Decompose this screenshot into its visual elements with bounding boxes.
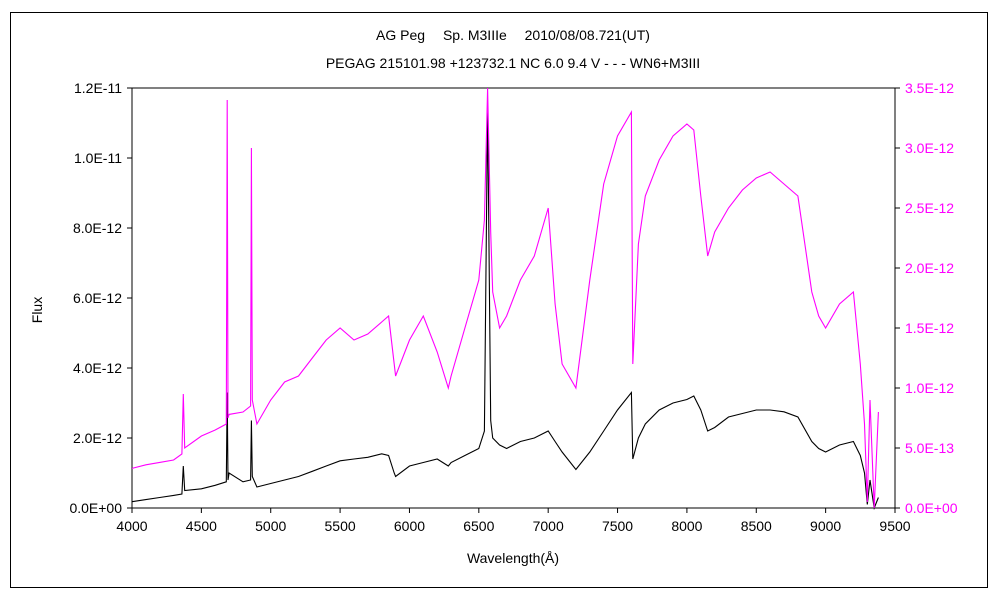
x-tick-label: 6000: [394, 518, 425, 534]
y2-tick-label: 2.0E-12: [905, 260, 954, 276]
y2-tick-label: 1.0E-12: [905, 380, 954, 396]
x-tick-label: 5500: [325, 518, 356, 534]
y2-tick-label: 3.5E-12: [905, 80, 954, 96]
y-tick-label: 1.0E-11: [74, 150, 122, 166]
x-tick-label: 6500: [463, 518, 494, 534]
series-line-left: [131, 105, 879, 511]
series-layer: [131, 87, 879, 511]
chart-subtitle: PEGAG 215101.98 +123732.1 NC 6.0 9.4 V -…: [326, 55, 700, 71]
y2-tick-label: 2.5E-12: [905, 200, 954, 216]
y-tick-label: 6.0E-12: [73, 290, 122, 306]
y2-tick-label: 5.0E-13: [905, 440, 954, 456]
x-tick-label: 8500: [741, 518, 772, 534]
x-tick-label: 4500: [186, 518, 217, 534]
x-tick-label: 9000: [810, 518, 841, 534]
x-tick-label: 5000: [255, 518, 286, 534]
x-tick-label: 8000: [671, 518, 702, 534]
ticks-layer: 4000 4500 5000 5500 6000 6500 7000 7500 8000 8500…: [69, 80, 957, 534]
y-tick-label: 0.0E+00: [69, 500, 122, 516]
x-axis-label: Wavelength(Å): [467, 550, 559, 566]
y2-tick-label: 3.0E-12: [905, 140, 954, 156]
y-tick-label: 2.0E-12: [73, 430, 122, 446]
y2-tick-label: 0.0E+00: [905, 500, 958, 516]
chart-frame: [10, 12, 988, 588]
x-tick-label: 7500: [602, 518, 633, 534]
y-tick-label: 8.0E-12: [73, 220, 122, 236]
y2-tick-label: 1.5E-12: [905, 320, 954, 336]
y-axis-label: Flux: [29, 297, 45, 323]
x-tick-label: 9500: [879, 518, 910, 534]
y-tick-label: 4.0E-12: [73, 360, 122, 376]
y-tick-label: 1.2E-11: [74, 80, 122, 96]
series-line-right: [131, 87, 879, 509]
x-tick-label: 4000: [116, 518, 147, 534]
chart-title: AG Peg Sp. M3IIIe 2010/08/08.721(UT): [376, 27, 650, 43]
x-tick-label: 7000: [533, 518, 564, 534]
